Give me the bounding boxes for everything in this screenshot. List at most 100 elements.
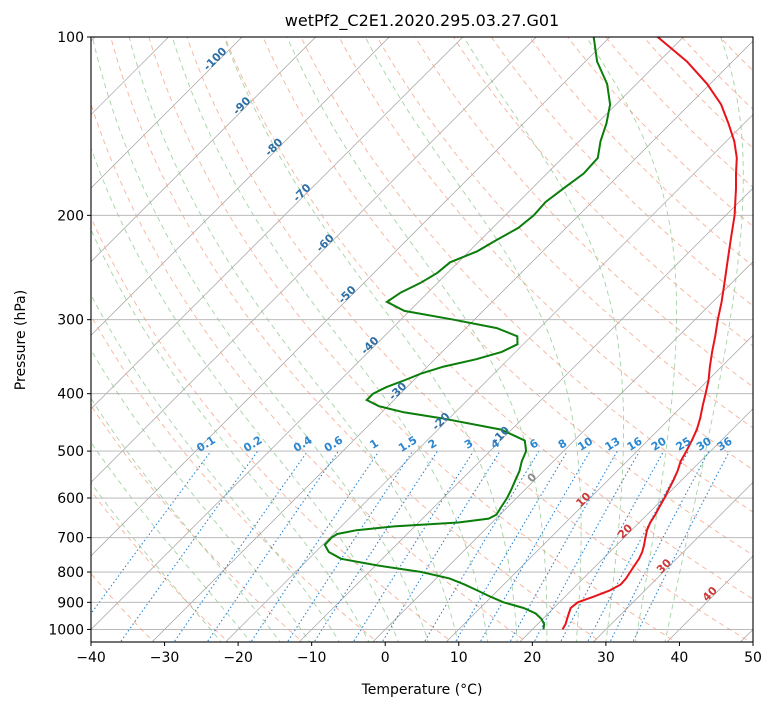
mixing-ratio-line xyxy=(559,450,665,642)
moist-adiabat-line xyxy=(364,37,582,642)
moist-adiabat-line xyxy=(91,397,281,642)
isotherm-line xyxy=(225,114,753,642)
mixing-ratio-line xyxy=(91,450,212,615)
dry-adiabat-line xyxy=(719,37,753,72)
x-tick-label: 50 xyxy=(744,650,762,666)
dry-adiabat-line xyxy=(376,37,753,429)
isotherm-line xyxy=(739,628,753,642)
mixing-ratio-line xyxy=(119,450,259,642)
dry-adiabat-label: -80 xyxy=(262,135,285,158)
y-tick-label: 600 xyxy=(57,491,84,507)
dry-adiabat-label: -30 xyxy=(386,379,409,402)
dry-adiabat-label: -100 xyxy=(201,44,230,73)
dry-adiabat-line xyxy=(745,24,775,645)
dry-adiabat-label: -90 xyxy=(230,94,253,117)
isotherm-line xyxy=(592,481,753,642)
dry-adiabat-label: 40 xyxy=(700,584,720,604)
mixing-ratio-label: 0.4 xyxy=(291,433,315,455)
x-tick-label: −40 xyxy=(76,650,106,666)
mixing-ratio-line xyxy=(313,450,438,642)
mixing-ratio-label: 1 xyxy=(367,437,380,452)
moist-adiabat-line xyxy=(91,146,400,642)
y-tick-label: 400 xyxy=(57,387,84,403)
x-axis-title: Temperature (°C) xyxy=(361,682,483,698)
isotherm-line xyxy=(91,37,684,630)
mixing-ratio-label: 0.2 xyxy=(241,433,264,454)
moist-adiabat-line xyxy=(91,441,252,642)
mixing-ratio-label: 3 xyxy=(462,437,475,452)
dry-adiabat-label: -20 xyxy=(429,410,452,433)
mixing-ratio-line xyxy=(423,450,540,642)
dry-adiabat-line xyxy=(490,37,753,307)
mixing-ratio-line xyxy=(586,450,689,642)
dry-adiabat-line xyxy=(0,24,7,645)
dry-adiabat-line xyxy=(91,404,304,642)
isotherm-line xyxy=(91,37,390,336)
mixing-ratio-line xyxy=(173,450,309,642)
x-tick-label: −20 xyxy=(223,650,253,666)
dry-adiabat-line xyxy=(91,490,229,642)
dry-adiabat-line xyxy=(91,102,528,642)
dry-adiabat-line xyxy=(643,37,753,149)
mixing-ratio-line xyxy=(381,450,501,642)
moist-adiabat-line xyxy=(586,37,677,642)
dry-adiabat-label: 30 xyxy=(654,556,674,576)
temperature-profile-line xyxy=(561,37,738,630)
y-tick-label: 700 xyxy=(57,531,84,547)
x-tick-label: 0 xyxy=(381,650,390,666)
dry-adiabat-line xyxy=(91,314,379,642)
dewpoint-profile-line xyxy=(323,37,612,630)
mixing-ratio-label: 6 xyxy=(527,436,541,451)
isotherm-line xyxy=(151,40,753,642)
dry-adiabat-label: -40 xyxy=(358,334,381,357)
dry-adiabat-label: -60 xyxy=(314,231,337,254)
mixing-ratio-line xyxy=(286,450,414,642)
y-tick-label: 800 xyxy=(57,565,84,581)
isotherm-line xyxy=(519,408,753,642)
isotherm-line xyxy=(298,187,753,642)
moist-adiabat-line xyxy=(171,37,489,642)
isotherm-line xyxy=(91,37,611,557)
y-tick-label: 900 xyxy=(57,595,84,611)
dry-adiabat-line xyxy=(452,37,753,347)
isotherm-line xyxy=(372,261,753,642)
dry-adiabat-label: 10 xyxy=(573,490,593,510)
isotherm-line xyxy=(91,37,537,483)
mixing-ratio-line xyxy=(352,450,475,642)
plot-frame xyxy=(90,36,754,643)
y-axis-title: Pressure (hPa) xyxy=(13,290,29,390)
x-tick-label: 20 xyxy=(523,650,541,666)
dry-adiabat-line xyxy=(567,37,753,228)
mixing-ratio-label: 2 xyxy=(426,437,439,452)
x-tick-label: −30 xyxy=(150,650,180,666)
x-tick-label: 30 xyxy=(597,650,615,666)
dry-adiabat-line xyxy=(681,37,753,111)
dry-adiabat-label: -50 xyxy=(336,283,359,306)
dry-adiabat-line xyxy=(224,37,753,600)
isotherm-line xyxy=(91,37,243,189)
mixing-ratio-label: 8 xyxy=(556,437,569,452)
isotherm-line xyxy=(445,334,753,642)
x-tick-label: −10 xyxy=(297,650,327,666)
x-tick-label: 40 xyxy=(671,650,689,666)
moist-adiabat-line xyxy=(91,293,340,642)
mixing-ratio-label: 0.1 xyxy=(194,433,217,454)
moist-adiabat-line xyxy=(463,37,625,642)
dry-adiabat-line xyxy=(414,37,753,388)
dry-adiabat-line xyxy=(338,37,753,471)
mixing-ratio-line xyxy=(250,450,380,642)
moist-adiabat-line xyxy=(286,37,548,642)
y-tick-label: 100 xyxy=(57,30,84,46)
y-tick-label: 300 xyxy=(57,313,84,329)
dry-adiabat-line xyxy=(91,216,453,642)
mixing-ratio-line xyxy=(632,450,731,642)
moist-adiabat-line xyxy=(91,228,370,642)
dry-adiabat-label: 20 xyxy=(615,521,635,541)
y-tick-label: 1000 xyxy=(48,622,84,638)
mixing-ratio-line xyxy=(206,450,339,642)
moist-adiabat-line xyxy=(128,37,459,642)
x-tick-label: 10 xyxy=(450,650,468,666)
mixing-ratio-line xyxy=(609,450,710,642)
chart-title: wetPf2_C2E1.2020.295.03.27.G01 xyxy=(285,11,559,31)
y-tick-label: 500 xyxy=(57,444,84,460)
